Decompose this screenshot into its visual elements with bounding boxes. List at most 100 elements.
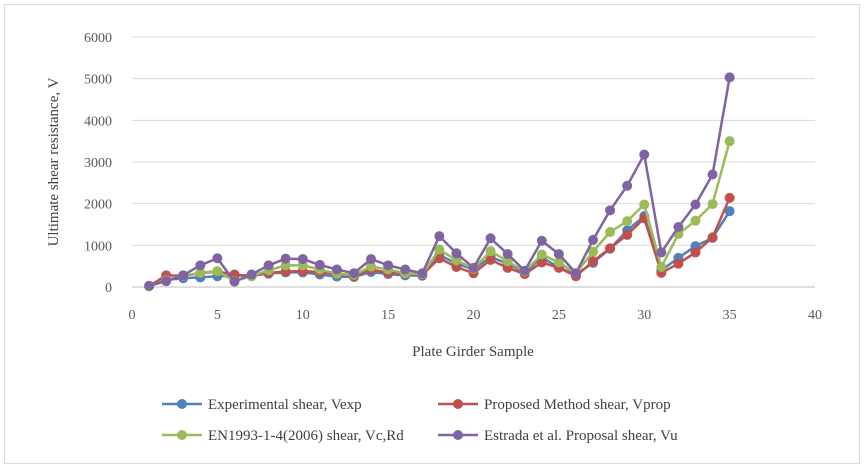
chart-frame [4,4,860,464]
data-point [297,254,308,265]
data-point [536,249,547,260]
y-tick-label: 2000 [84,198,112,213]
data-point [639,149,650,160]
data-point [724,136,735,147]
data-point [605,205,616,216]
legend-marker [453,399,463,409]
data-point [348,268,359,279]
data-point [724,72,735,83]
data-point [485,233,496,244]
data-point [502,249,513,260]
data-point [536,257,547,268]
data-point [605,227,616,237]
data-point [724,192,735,203]
data-point [485,246,496,257]
data-point [656,262,667,272]
series-layer [144,72,735,292]
legend-label: Experimental shear, Vexp [208,397,362,413]
x-axis-title: Plate Girder Sample [412,344,534,360]
x-tick-label: 30 [637,308,651,323]
data-point [690,215,701,226]
x-tick-label: 5 [214,308,221,323]
data-point [144,280,155,291]
data-point [400,264,411,275]
legend-marker [177,430,187,440]
legend-item: EN1993-1-4(2006) shear, Vc,Rd [162,428,404,444]
data-point [553,257,564,268]
legend: Experimental shear, Vexp Proposed Method … [162,397,678,444]
legend-label: EN1993-1-4(2006) shear, Vc,Rd [208,428,404,444]
data-point [263,260,274,271]
data-point [690,199,701,210]
data-point [502,256,513,267]
legend-marker [177,399,187,409]
y-tick-label: 6000 [84,31,112,46]
y-tick-label: 0 [105,281,112,296]
data-point [588,246,599,257]
data-point [536,235,547,246]
data-point [622,229,633,240]
data-point [553,249,564,260]
data-point [588,234,599,245]
data-point [280,253,291,264]
data-point [605,243,616,254]
x-tick-label: 20 [467,308,481,323]
legend-label: Estrada et al. Proposal shear, Vu [484,428,678,444]
y-tick-label: 3000 [84,156,112,171]
data-point [639,199,650,210]
series-4 [144,72,735,291]
legend-item: Estrada et al. Proposal shear, Vu [438,428,678,444]
data-point [485,254,496,265]
data-point [366,261,377,272]
data-point [622,216,633,227]
data-point [178,270,189,281]
data-point [366,254,377,265]
y-tick-labels: 0 1000 2000 3000 4000 5000 6000 [84,31,112,296]
x-tick-label: 40 [808,308,822,323]
data-point [724,206,735,217]
x-tick-labels: 0 5 10 15 20 25 30 35 40 [129,308,823,323]
data-point [212,253,223,264]
x-tick-label: 25 [552,308,566,323]
data-point [314,259,325,270]
data-point [673,258,684,269]
x-tick-label: 15 [381,308,395,323]
legend-marker [453,430,463,440]
data-point [468,262,479,273]
x-tick-label: 35 [723,308,737,323]
data-point [451,255,462,266]
gridlines [132,36,815,246]
data-point [383,260,394,271]
data-point [707,232,718,243]
x-tick-label: 0 [129,308,136,323]
data-point [707,169,718,180]
data-point [246,269,257,280]
data-point [707,199,718,210]
data-point [519,265,530,276]
y-axis-title: Ultimate shear resistance, V [46,77,62,246]
data-point [673,222,684,232]
legend-item: Proposed Method shear, Vprop [438,397,671,413]
data-point [588,256,599,267]
data-point [570,268,581,279]
legend-label: Proposed Method shear, Vprop [484,397,671,413]
y-tick-label: 5000 [84,73,112,88]
data-point [434,231,445,242]
data-point [434,244,445,255]
data-point [331,264,342,275]
x-tick-label: 10 [296,308,310,323]
data-point [195,260,206,271]
data-point [656,247,667,258]
data-point [195,267,206,278]
data-point [417,268,428,279]
data-point [212,266,223,277]
data-point [161,276,172,287]
data-point [434,253,445,264]
data-point [229,276,240,287]
y-tick-label: 1000 [84,239,112,254]
data-point [622,180,633,191]
y-tick-label: 4000 [84,114,112,129]
data-point [690,247,701,258]
legend-item: Experimental shear, Vexp [162,397,362,413]
